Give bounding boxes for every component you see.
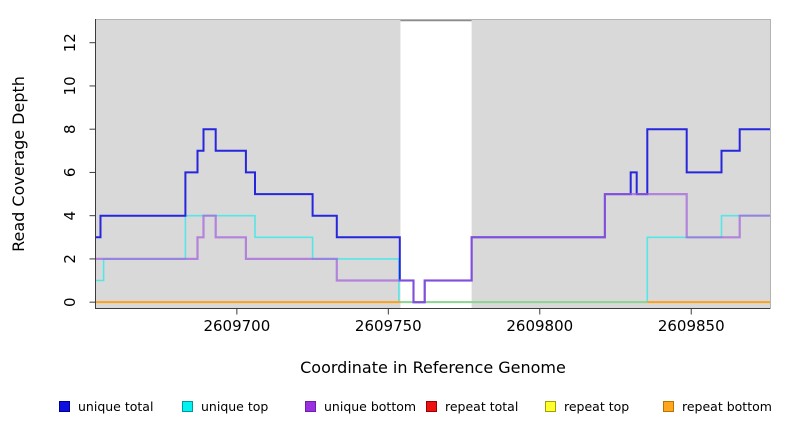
legend-label: repeat top xyxy=(564,398,630,414)
unique-top-swatch-icon xyxy=(182,400,193,412)
y-tick-label: 10 xyxy=(61,76,79,95)
legend: unique total unique top unique bottom re… xyxy=(0,397,792,417)
x-axis-title: Coordinate in Reference Genome xyxy=(300,358,566,377)
unique-bottom-swatch-icon xyxy=(305,400,316,412)
legend-item-repeat-total: repeat total xyxy=(426,398,519,414)
legend-label: unique top xyxy=(201,398,269,414)
y-tick-label: 6 xyxy=(61,168,79,178)
gap-band xyxy=(400,20,472,308)
legend-label: repeat bottom xyxy=(682,398,772,414)
y-tick-label: 12 xyxy=(61,33,79,52)
legend-label: repeat total xyxy=(445,398,519,414)
repeat-total-swatch-icon xyxy=(426,400,437,412)
legend-item-unique-total: unique total xyxy=(59,398,154,414)
coverage-plot-canvas: 2609700 2609750 2609800 2609850 0 2 4 6 8 10 12 Co… xyxy=(9,19,771,377)
legend-item-unique-bottom: unique bottom xyxy=(305,398,417,414)
legend-label: unique bottom xyxy=(324,398,417,414)
y-tick-label: 2 xyxy=(61,254,79,264)
unique-total-swatch-icon xyxy=(59,400,70,412)
x-tick-label: 2609700 xyxy=(203,317,270,335)
x-tick-label: 2609850 xyxy=(658,317,725,335)
y-axis-title: Read Coverage Depth xyxy=(9,76,28,252)
legend-item-repeat-top: repeat top xyxy=(545,398,630,414)
legend-item-unique-top: unique top xyxy=(182,398,269,414)
legend-label: unique total xyxy=(78,398,154,414)
x-tick-label: 2609750 xyxy=(355,317,422,335)
repeat-top-swatch-icon xyxy=(545,400,556,412)
legend-item-repeat-bottom: repeat bottom xyxy=(663,398,772,414)
series-lines xyxy=(96,128,770,304)
series-line-unique-bottom xyxy=(96,193,770,304)
y-tick-label: 8 xyxy=(61,124,79,134)
repeat-bottom-swatch-icon xyxy=(663,400,674,412)
x-tick-label: 2609800 xyxy=(506,317,573,335)
y-tick-label: 0 xyxy=(61,297,79,307)
y-tick-label: 4 xyxy=(61,211,79,221)
